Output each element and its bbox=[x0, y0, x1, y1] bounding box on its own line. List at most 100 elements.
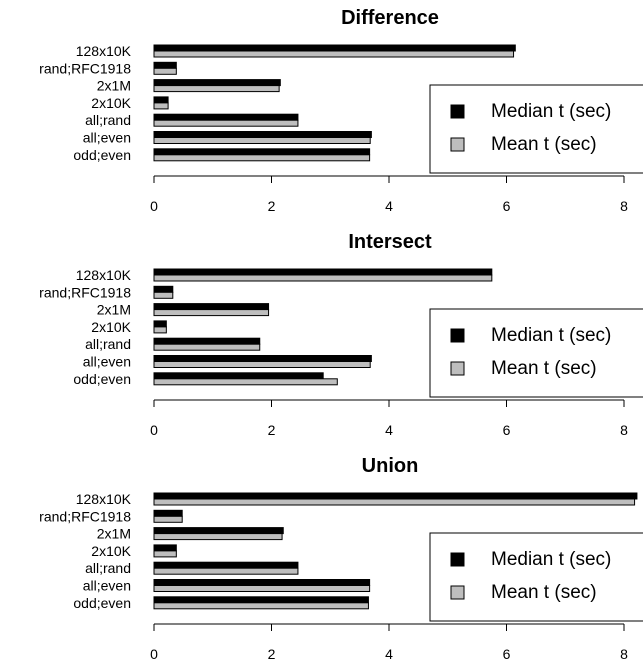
bar-mean bbox=[153, 309, 270, 317]
bar-mean bbox=[153, 378, 338, 386]
bar-median bbox=[153, 492, 638, 500]
legend-label: Median t (sec) bbox=[491, 325, 611, 346]
bar-median bbox=[153, 303, 270, 311]
bar-median bbox=[153, 268, 493, 276]
x-tick-label: 0 bbox=[150, 646, 158, 662]
bar-mean bbox=[153, 137, 371, 144]
legend-box bbox=[429, 308, 643, 398]
x-tick-label: 2 bbox=[268, 422, 276, 438]
bar-mean bbox=[153, 67, 177, 75]
legend-label: Mean t (sec) bbox=[491, 134, 597, 155]
bar-mean bbox=[153, 326, 167, 334]
category-label: 128x10K bbox=[76, 43, 132, 59]
legend-label: Mean t (sec) bbox=[491, 582, 597, 603]
category-label: 2x10K bbox=[91, 319, 131, 335]
bar-median bbox=[153, 148, 371, 156]
bar-mean bbox=[153, 515, 183, 523]
category-label: odd;even bbox=[73, 595, 131, 611]
bar-median bbox=[153, 372, 324, 380]
bar-mean bbox=[153, 602, 369, 610]
bar-median bbox=[153, 113, 299, 121]
x-tick-label: 8 bbox=[620, 646, 628, 662]
bar-mean bbox=[153, 498, 636, 506]
category-label: all;rand bbox=[85, 336, 131, 352]
legend-label: Median t (sec) bbox=[491, 101, 611, 122]
x-tick-label: 6 bbox=[503, 422, 511, 438]
x-tick-label: 2 bbox=[268, 646, 276, 662]
category-label: all;rand bbox=[85, 112, 131, 128]
bar-median bbox=[153, 44, 516, 52]
panel-intersect: Intersect128x10Krand;RFC19182x1M2x10Kall… bbox=[39, 231, 643, 438]
legend-label: Median t (sec) bbox=[491, 549, 611, 570]
legend-swatch bbox=[450, 552, 465, 567]
category-label: all;even bbox=[83, 130, 131, 146]
x-tick-label: 4 bbox=[385, 422, 393, 438]
bar-mean bbox=[153, 291, 174, 299]
bar-median bbox=[153, 579, 371, 586]
chart-title: Union bbox=[362, 455, 419, 477]
bar-median bbox=[153, 96, 169, 104]
chart-title: Intersect bbox=[348, 231, 432, 253]
bar-mean bbox=[153, 533, 283, 541]
legend-swatch bbox=[450, 137, 465, 152]
x-tick-label: 6 bbox=[503, 198, 511, 214]
category-label: rand;RFC1918 bbox=[39, 284, 131, 300]
x-tick-label: 4 bbox=[385, 646, 393, 662]
bar-median bbox=[153, 285, 174, 293]
bar-mean bbox=[153, 550, 177, 558]
bar-mean bbox=[153, 85, 280, 93]
category-label: all;rand bbox=[85, 560, 131, 576]
category-label: 128x10K bbox=[76, 267, 132, 283]
bar-median bbox=[153, 509, 183, 517]
bar-median bbox=[153, 596, 369, 604]
bar-mean bbox=[153, 585, 371, 592]
bar-median bbox=[153, 79, 281, 87]
bar-median bbox=[153, 320, 167, 328]
panel-difference: Difference128x10Krand;RFC19182x1M2x10Kal… bbox=[39, 7, 643, 214]
bar-mean bbox=[153, 343, 261, 351]
category-label: 2x1M bbox=[97, 78, 131, 94]
bar-mean bbox=[153, 361, 371, 368]
bar-mean bbox=[153, 274, 493, 282]
x-tick-label: 2 bbox=[268, 198, 276, 214]
legend-swatch bbox=[450, 361, 465, 376]
category-label: rand;RFC1918 bbox=[39, 508, 131, 524]
bar-median bbox=[153, 544, 177, 552]
x-tick-label: 0 bbox=[150, 422, 158, 438]
category-label: odd;even bbox=[73, 371, 131, 387]
bar-median bbox=[153, 527, 284, 535]
category-label: 2x10K bbox=[91, 543, 131, 559]
legend-swatch bbox=[450, 585, 465, 600]
bar-median bbox=[153, 131, 372, 138]
category-label: 2x1M bbox=[97, 526, 131, 542]
category-label: all;even bbox=[83, 354, 131, 370]
category-label: 2x1M bbox=[97, 302, 131, 318]
bar-median bbox=[153, 561, 299, 569]
legend-swatch bbox=[450, 328, 465, 343]
legend-label: Mean t (sec) bbox=[491, 358, 597, 379]
category-label: odd;even bbox=[73, 147, 131, 163]
bar-mean bbox=[153, 102, 169, 110]
x-tick-label: 0 bbox=[150, 198, 158, 214]
bar-median bbox=[153, 61, 177, 69]
bar-mean bbox=[153, 567, 299, 575]
x-tick-label: 8 bbox=[620, 422, 628, 438]
bar-mean bbox=[153, 119, 299, 127]
bar-median bbox=[153, 355, 372, 362]
bar-median bbox=[153, 337, 261, 345]
legend-box bbox=[429, 532, 643, 622]
legend-swatch bbox=[450, 104, 465, 119]
category-label: 128x10K bbox=[76, 491, 132, 507]
category-label: 2x10K bbox=[91, 95, 131, 111]
x-tick-label: 8 bbox=[620, 198, 628, 214]
x-tick-label: 6 bbox=[503, 646, 511, 662]
category-label: rand;RFC1918 bbox=[39, 60, 131, 76]
x-tick-label: 4 bbox=[385, 198, 393, 214]
bar-mean bbox=[153, 50, 515, 58]
chart-title: Difference bbox=[341, 7, 439, 29]
legend-box bbox=[429, 84, 643, 174]
bar-mean bbox=[153, 154, 371, 162]
category-label: all;even bbox=[83, 578, 131, 594]
